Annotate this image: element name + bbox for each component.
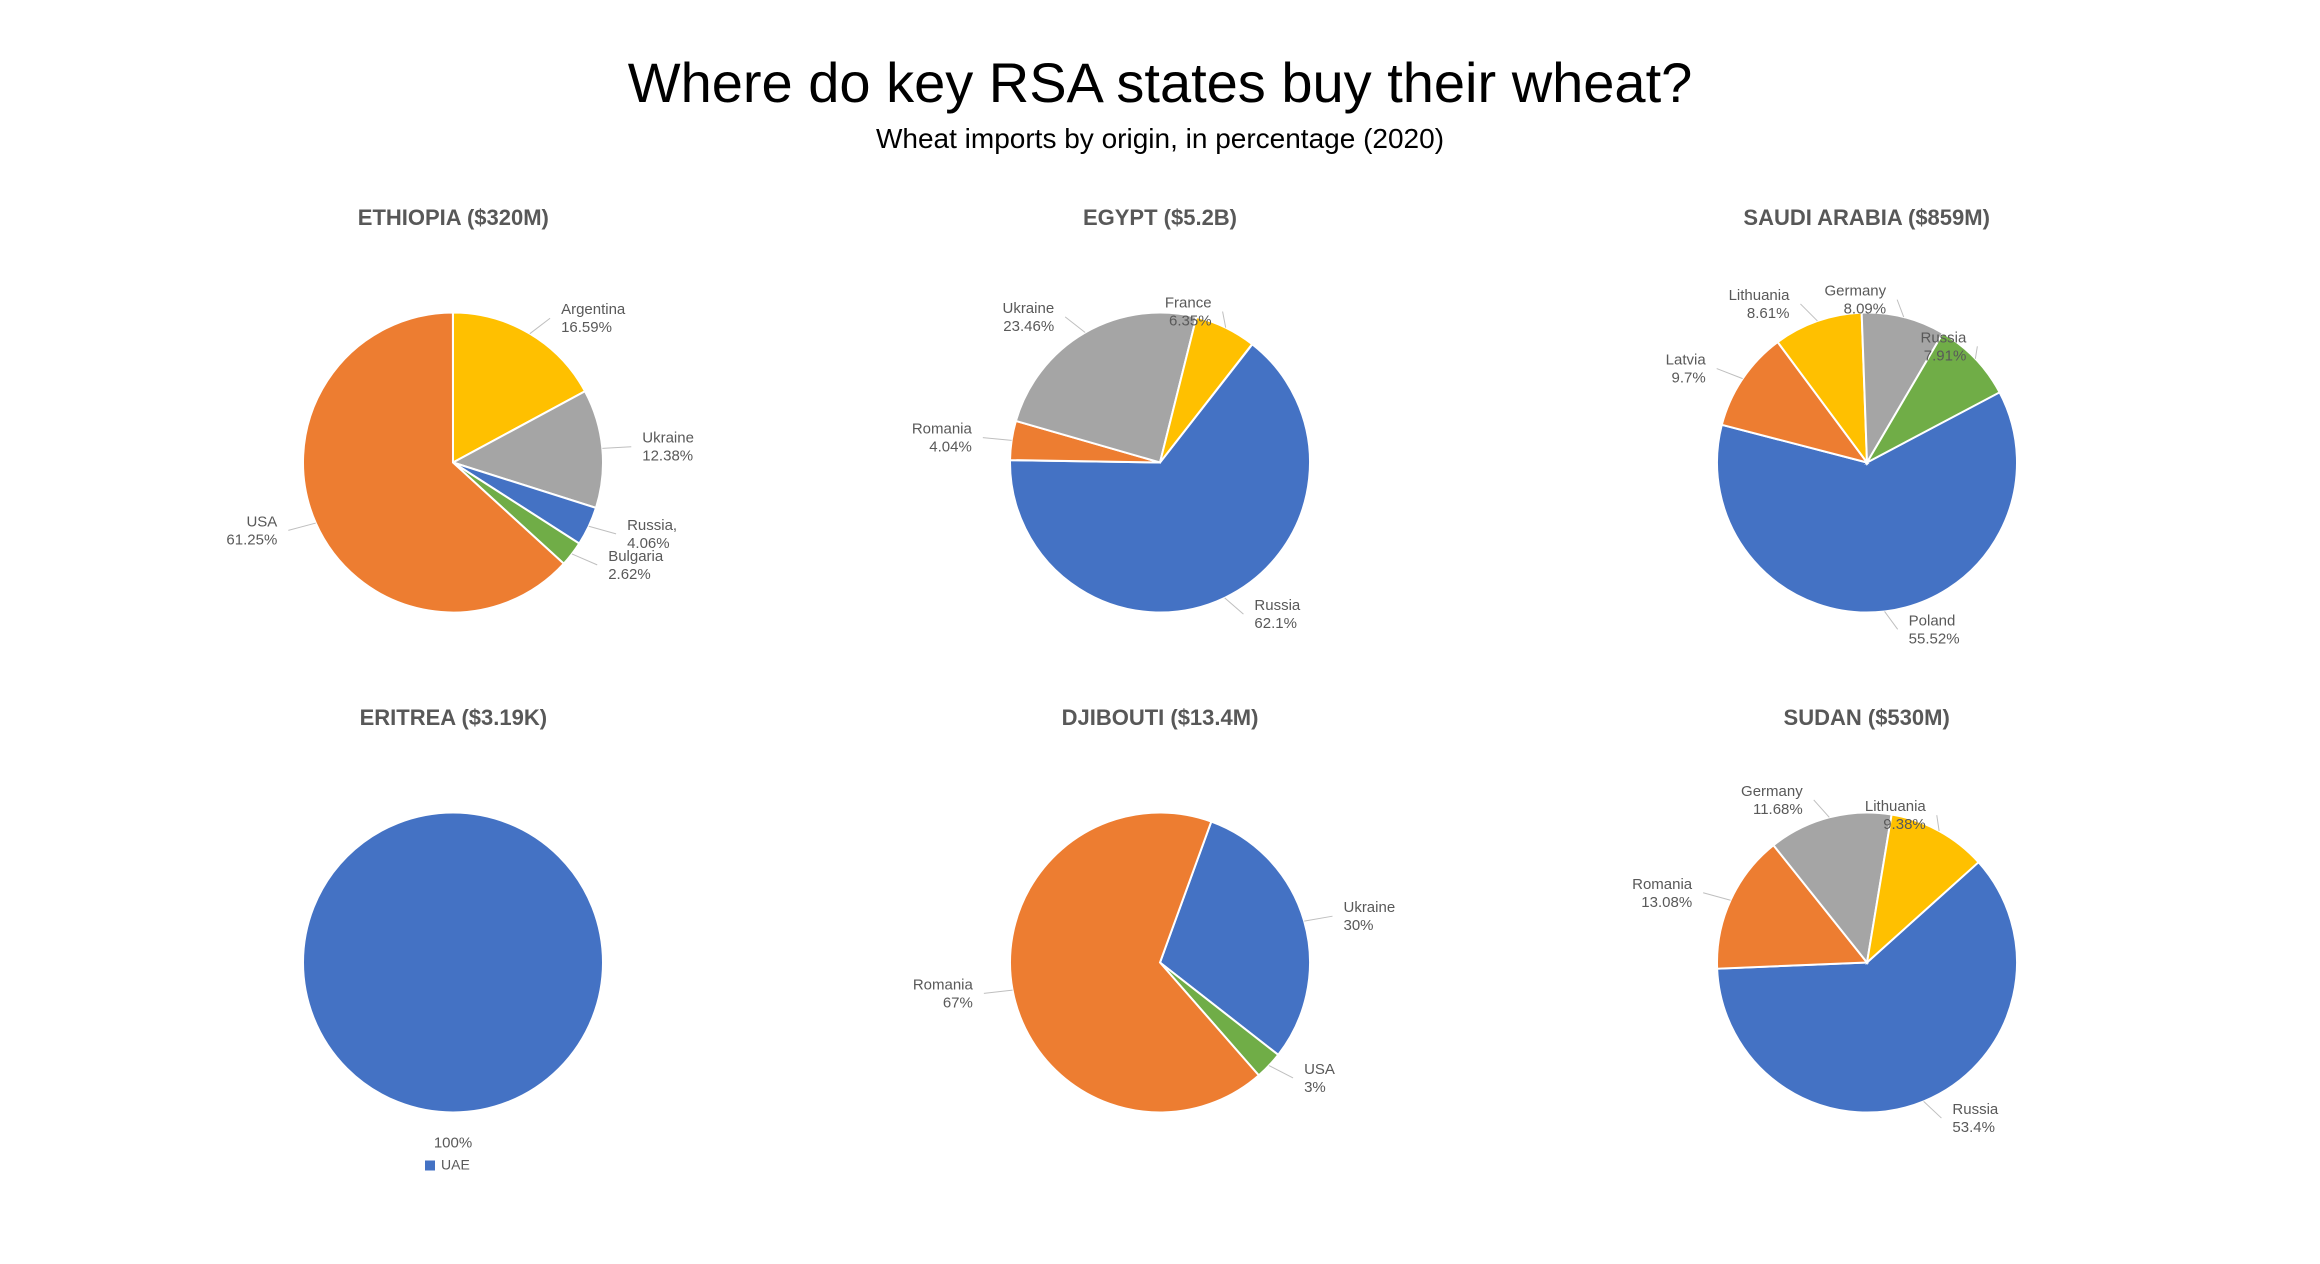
slice-label-name: Germany bbox=[1741, 783, 1803, 800]
slice-label-value: 4.04% bbox=[929, 439, 972, 456]
page-subtitle: Wheat imports by origin, in percentage (… bbox=[0, 123, 2320, 155]
leader-line bbox=[1923, 1101, 1941, 1118]
slice-label-name: Ukraine bbox=[1343, 899, 1395, 916]
pie-chart: Russia62.1% Romania4.04% Ukraine23.46% Fran… bbox=[810, 243, 1510, 703]
slice-label-value: 6.35% bbox=[1169, 312, 1212, 329]
pie-slice bbox=[303, 813, 603, 1113]
page: Where do key RSA states buy their wheat?… bbox=[0, 0, 2320, 1264]
leader-line bbox=[603, 447, 632, 449]
leader-line bbox=[1269, 1066, 1293, 1078]
leader-line bbox=[1225, 598, 1244, 614]
slice-label-name: Germany bbox=[1824, 283, 1886, 300]
slice-label-name: Ukraine bbox=[643, 430, 695, 447]
slice-label-name: Russia bbox=[1952, 1101, 1999, 1118]
slice-label-value: 16.59% bbox=[561, 319, 612, 336]
leader-line bbox=[530, 318, 550, 333]
chart-cell-egypt: EGYPT ($5.2B) Russia62.1% Romania4.04% Ukra… bbox=[807, 185, 1514, 685]
chart-svg-wrap: Argentina16.59%Ukraine12.38%Russia,4.06%… bbox=[103, 243, 803, 708]
leader-line bbox=[289, 523, 316, 530]
slice-label-name: Poland bbox=[1908, 612, 1955, 629]
chart-title: ETHIOPIA ($320M) bbox=[100, 205, 807, 231]
slice-label-name: Romania bbox=[1632, 876, 1693, 893]
leader-line bbox=[984, 990, 1013, 993]
slice-label-name: Lithuania bbox=[1728, 287, 1790, 304]
leader-line bbox=[1975, 346, 1977, 358]
chart-cell-eritrea: ERITREA ($3.19K) 100% UAE bbox=[100, 685, 807, 1185]
slice-label-value: 13.08% bbox=[1641, 894, 1692, 911]
chart-title: SUDAN ($530M) bbox=[1513, 705, 2220, 731]
slice-label-value: 23.46% bbox=[1003, 318, 1054, 335]
slice-label-name: Ukraine bbox=[1002, 300, 1054, 317]
slice-label-name: France bbox=[1165, 294, 1212, 311]
pie-chart: 100% UAE bbox=[103, 743, 803, 1203]
leader-line bbox=[1716, 369, 1742, 379]
leader-line bbox=[589, 526, 616, 534]
chart-cell-sudan: SUDAN ($530M) Russia53.4% Romania13.08% Ger… bbox=[1513, 685, 2220, 1185]
pie-chart: Russia53.4% Romania13.08% Germany11.68% Lit… bbox=[1517, 743, 2217, 1203]
slice-label-name: Romania bbox=[913, 976, 974, 993]
slice-label-name: Russia bbox=[1920, 329, 1967, 346]
slice-label-value: 61.25% bbox=[227, 531, 278, 548]
pie-chart: Ukraine30% USA3% Romania67% bbox=[810, 743, 1510, 1203]
chart-cell-ethiopia: ETHIOPIA ($320M) Argentina16.59% Ukraine12… bbox=[100, 185, 807, 685]
leader-line bbox=[1897, 300, 1904, 317]
slice-label-value: 12.38% bbox=[643, 448, 694, 465]
slice-label-name: Bulgaria bbox=[609, 548, 665, 565]
slice-label-value: 11.68% bbox=[1753, 801, 1803, 818]
chart-svg-wrap: 100% UAE bbox=[103, 743, 803, 1208]
charts-grid: ETHIOPIA ($320M)Argentina16.59%Ukraine12… bbox=[100, 185, 2220, 1185]
leader-line bbox=[1936, 815, 1938, 831]
slice-label-value: 30% bbox=[1343, 917, 1373, 934]
leader-line bbox=[1703, 893, 1730, 900]
slice-label-value: 8.61% bbox=[1747, 305, 1790, 322]
leader-line bbox=[983, 438, 1012, 441]
slice-label-name: Argentina bbox=[561, 301, 626, 318]
leader-line bbox=[1813, 800, 1829, 817]
slice-label-name: USA bbox=[1304, 1061, 1335, 1078]
slice-label-name: Russia, bbox=[627, 517, 677, 534]
page-title: Where do key RSA states buy their wheat? bbox=[0, 50, 2320, 115]
leader-line bbox=[1304, 916, 1332, 921]
leader-line bbox=[1800, 304, 1817, 321]
pie-chart: Argentina16.59%Ukraine12.38%Russia,4.06%… bbox=[103, 243, 803, 703]
slice-label-name: Romania bbox=[912, 421, 973, 438]
chart-svg-wrap: Russia62.1% Romania4.04% Ukraine23.46% Fran… bbox=[810, 243, 1510, 708]
leader-line bbox=[1065, 317, 1085, 333]
chart-cell-saudi: SAUDI ARABIA ($859M) Poland55.52% Latvia9.… bbox=[1513, 185, 2220, 685]
chart-title: SAUDI ARABIA ($859M) bbox=[1513, 205, 2220, 231]
leader-line bbox=[572, 554, 597, 565]
slice-label-name: Lithuania bbox=[1865, 798, 1927, 815]
chart-cell-djibouti: DJIBOUTI ($13.4M) Ukraine30% USA3% Romania6… bbox=[807, 685, 1514, 1185]
chart-title: ERITREA ($3.19K) bbox=[100, 705, 807, 731]
slice-label-value: 62.1% bbox=[1254, 615, 1297, 632]
chart-svg-wrap: Ukraine30% USA3% Romania67% bbox=[810, 743, 1510, 1208]
slice-label-name: Latvia bbox=[1665, 352, 1706, 369]
chart-title: EGYPT ($5.2B) bbox=[807, 205, 1514, 231]
slice-label-value: 55.52% bbox=[1908, 630, 1959, 647]
slice-label-value: 2.62% bbox=[609, 566, 652, 583]
slice-label-value: 53.4% bbox=[1952, 1119, 1995, 1136]
leader-line bbox=[1884, 611, 1897, 629]
slice-label-value: 3% bbox=[1304, 1079, 1326, 1096]
slice-label-value: 8.09% bbox=[1843, 301, 1886, 318]
slice-label-value: 7.91% bbox=[1923, 347, 1966, 364]
slice-label-name: USA bbox=[247, 513, 278, 530]
legend-swatch bbox=[425, 1161, 435, 1171]
chart-title: DJIBOUTI ($13.4M) bbox=[807, 705, 1514, 731]
chart-svg-wrap: Russia53.4% Romania13.08% Germany11.68% Lit… bbox=[1517, 743, 2217, 1208]
slice-label-value: 9.38% bbox=[1883, 816, 1926, 833]
title-block: Where do key RSA states buy their wheat?… bbox=[0, 0, 2320, 155]
slice-label-name: Russia bbox=[1254, 597, 1301, 614]
legend: UAE bbox=[425, 1157, 470, 1173]
legend-label: UAE bbox=[441, 1157, 470, 1173]
chart-svg-wrap: Poland55.52% Latvia9.7% Lithuania8.61% Germ… bbox=[1517, 243, 2217, 708]
slice-label-value: 67% bbox=[943, 994, 973, 1011]
pie-chart: Poland55.52% Latvia9.7% Lithuania8.61% Germ… bbox=[1517, 243, 2217, 703]
slice-label-value: 9.7% bbox=[1671, 370, 1705, 387]
leader-line bbox=[1223, 311, 1226, 327]
slice-label-value: 100% bbox=[434, 1135, 472, 1152]
